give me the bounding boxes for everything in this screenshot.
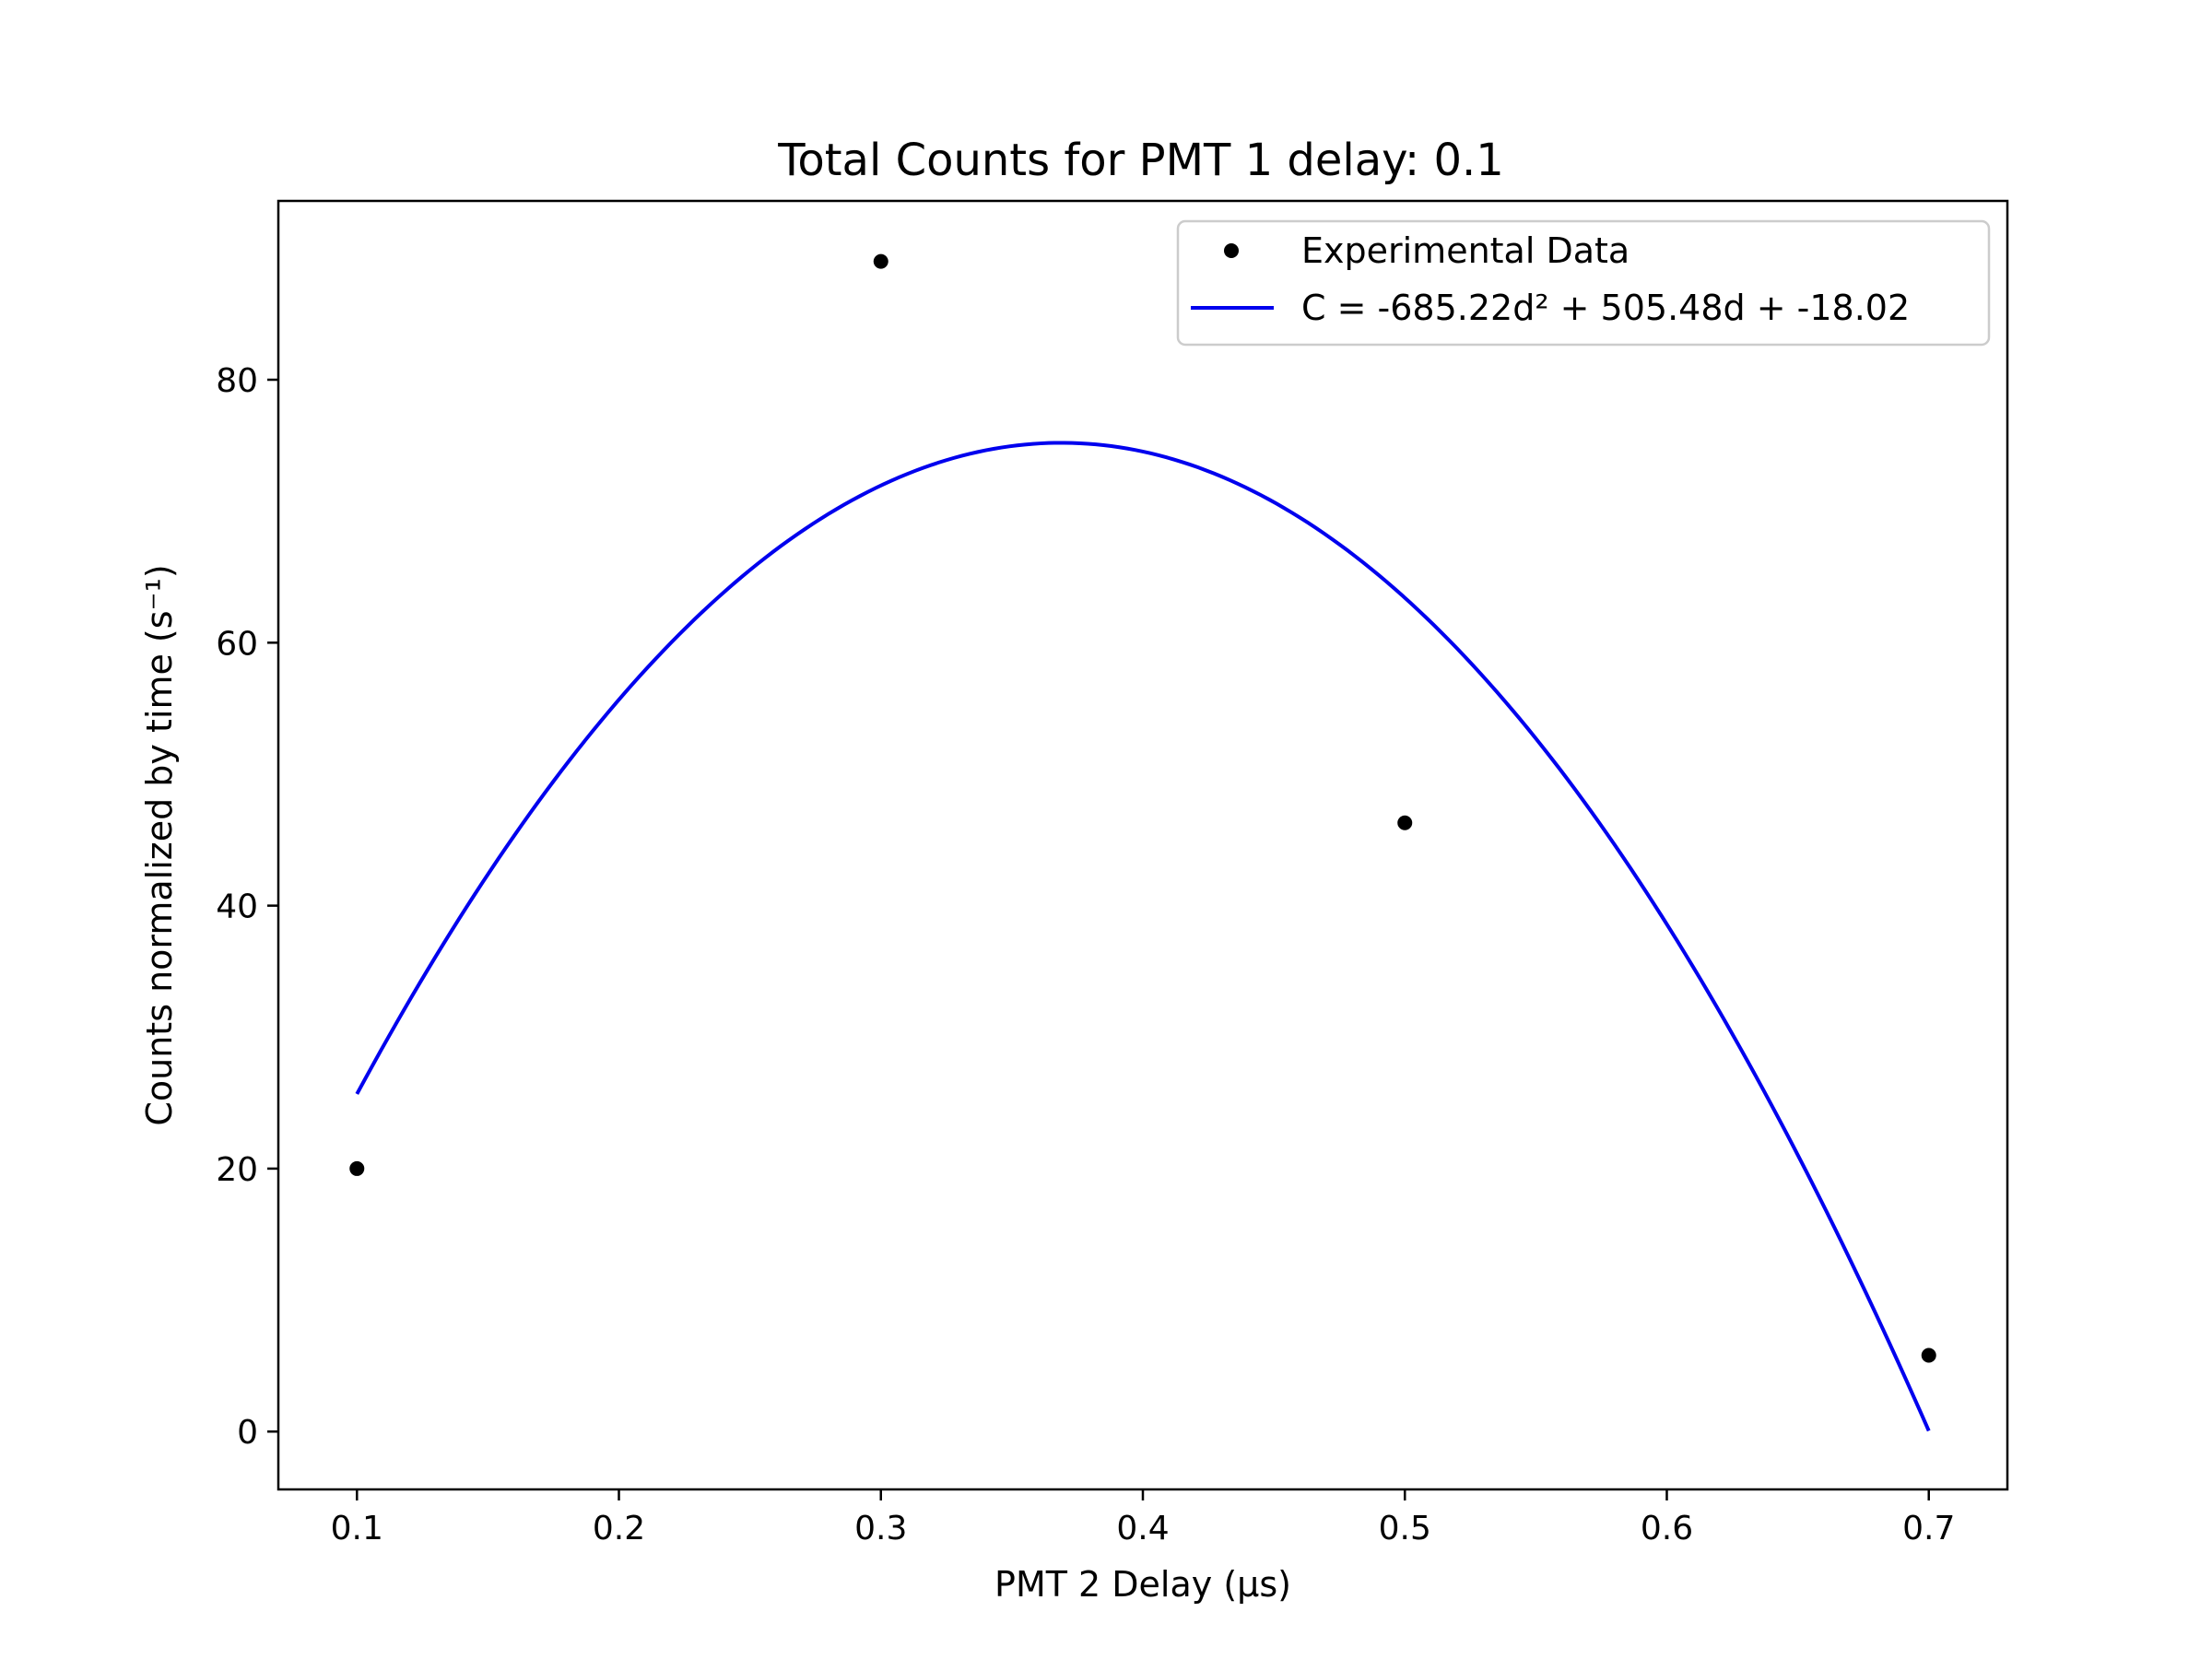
x-tick-label: 0.1	[331, 1510, 383, 1547]
y-tick-label: 20	[216, 1151, 258, 1189]
x-tick-label: 0.2	[593, 1510, 645, 1547]
plot-area: 0.1 0.2 0.3 0.4 0.5 0.6 0.7 0 20 40 60 80	[216, 199, 2009, 1547]
data-point	[349, 1160, 365, 1176]
x-tick-label: 0.5	[1379, 1510, 1431, 1547]
y-axis-label: Counts normalized by time (s⁻¹)	[139, 564, 180, 1125]
legend-label-experimental-data: Experimental Data	[1301, 230, 1630, 271]
series-layer	[349, 253, 1936, 1432]
chart-title: Total Counts for PMT 1 delay: 0.1	[777, 135, 1504, 186]
data-point	[873, 253, 888, 269]
x-axis: 0.1 0.2 0.3 0.4 0.5 0.6 0.7	[331, 1489, 1955, 1547]
y-tick-label: 60	[216, 625, 258, 663]
x-tick-label: 0.6	[1641, 1510, 1693, 1547]
data-point	[1397, 815, 1413, 830]
legend-label-fit: C = -685.22d² + 505.48d + -18.02	[1301, 288, 1910, 328]
data-point	[1921, 1347, 1936, 1363]
y-tick-label: 40	[216, 888, 258, 926]
y-tick-label: 0	[237, 1414, 258, 1452]
legend: Experimental Data C = -685.22d² + 505.48…	[1176, 219, 1991, 347]
legend-marker-experimental-data	[1224, 243, 1239, 258]
x-tick-label: 0.7	[1902, 1510, 1955, 1547]
x-axis-label: PMT 2 Delay (µs)	[994, 1564, 1291, 1605]
legend-box	[1176, 219, 1991, 347]
x-tick-label: 0.3	[854, 1510, 907, 1547]
y-tick-label: 80	[216, 362, 258, 400]
fit-curve	[355, 441, 1931, 1432]
x-tick-label: 0.4	[1116, 1510, 1169, 1547]
y-axis: 0 20 40 60 80	[216, 362, 278, 1452]
